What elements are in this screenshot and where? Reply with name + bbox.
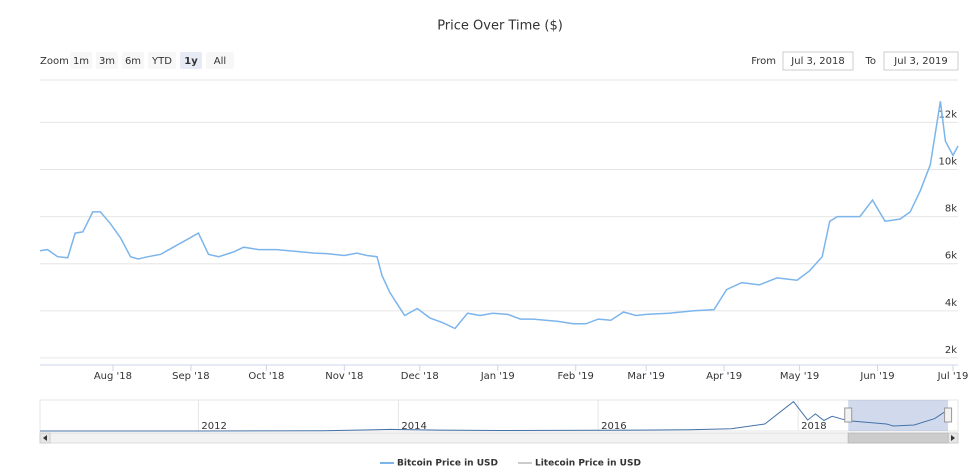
x-tick-label: Jan '19 [480,371,515,382]
navigator-tick-label: 2016 [601,421,626,432]
x-tick-label: Apr '19 [706,371,742,382]
range-button[interactable] [180,52,202,69]
range-button-label[interactable]: 1y [184,56,198,67]
x-tick-label: Aug '18 [94,371,132,382]
range-button-label[interactable]: YTD [151,56,172,67]
range-button-label[interactable]: All [214,56,226,67]
to-value[interactable]: Jul 3, 2019 [893,56,947,67]
range-button-label[interactable]: 1m [73,56,89,67]
navigator-tick-label: 2014 [401,421,426,432]
legend-label[interactable]: Bitcoin Price in USD [397,459,498,469]
scroll-right-arrow [951,435,955,441]
scrollbar-thumb[interactable] [847,432,949,444]
x-tick-label: Nov '18 [325,371,363,382]
navigator-handle[interactable] [944,407,953,423]
y-tick-label: 12k [938,109,957,120]
x-tick-label: Oct '18 [248,371,284,382]
price-line [39,101,959,330]
scrollbar-track[interactable] [39,432,959,444]
range-button[interactable] [122,52,144,69]
y-tick-label: 8k [945,204,957,215]
x-tick-label: Sep '18 [172,371,210,382]
navigator-line [40,400,949,432]
from-value[interactable]: Jul 3, 2018 [790,56,844,67]
navigator-tick-label: 2018 [801,421,826,432]
x-tick-label: Dec '18 [401,371,439,382]
navigator-tick-label: 2012 [201,421,226,432]
legend-label[interactable]: Litecoin Price in USD [535,459,641,469]
x-tick-label: Mar '19 [627,371,665,382]
to-input[interactable] [883,51,959,71]
navigator-handle[interactable] [844,407,853,423]
zoom-label: Zoom [40,56,69,67]
scroll-left-arrow [43,435,47,441]
navigator-mask[interactable] [848,400,949,431]
range-button-label[interactable]: 6m [125,56,141,67]
range-button[interactable] [148,52,176,69]
range-button[interactable] [96,52,118,69]
y-tick-label: 10k [938,157,957,168]
x-tick-label: May '19 [780,371,819,382]
range-button[interactable] [206,52,234,69]
range-button-label[interactable]: 3m [99,56,115,67]
chart-title: Price Over Time ($) [437,19,563,34]
y-tick-label: 4k [945,298,957,309]
from-label: From [751,56,776,67]
from-input[interactable] [782,51,854,71]
range-button[interactable] [70,52,92,69]
y-tick-label: 6k [945,251,957,262]
x-tick-label: Feb '19 [558,371,594,382]
navigator-frame [39,399,959,432]
y-tick-label: 2k [945,345,957,356]
to-label: To [864,56,876,67]
x-tick-label: Jun '19 [859,371,894,382]
x-tick-label: Jul '19 [937,371,969,382]
